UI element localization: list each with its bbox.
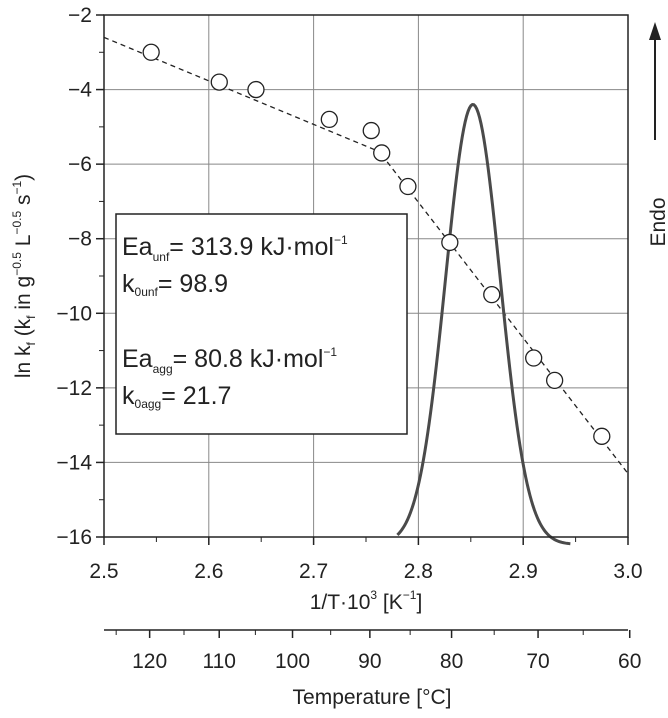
data-point	[210, 73, 228, 91]
data-point	[441, 233, 459, 252]
data-point	[373, 144, 391, 162]
plot-frame	[103, 14, 629, 538]
temperature-tick-label: 70	[526, 650, 549, 673]
y-tick-label: −10	[56, 302, 92, 325]
endo-arrow-head	[649, 22, 661, 40]
temperature-tick-label: 90	[358, 650, 381, 673]
temperature-tick-label: 60	[618, 650, 641, 673]
endo-indicator: Endo	[647, 22, 668, 247]
fit-line-unfolding	[103, 36, 388, 156]
data-point	[362, 121, 380, 140]
k0-unf-text: k0unf= 98.9	[122, 270, 228, 299]
temperature-tick-label: 100	[275, 650, 310, 673]
data-point	[142, 43, 160, 61]
y-tick-label: −2	[68, 4, 92, 27]
dsc-curve	[396, 103, 571, 546]
y-axis-title: ln kf (kf in g−0.5 L−0.5 s−1)	[10, 174, 38, 378]
data-point	[399, 177, 417, 196]
x-axis-title: 1/T·103 [K−1]	[310, 588, 423, 614]
ea-agg-text: Eaagg= 80.8 kJ·mol−1	[122, 345, 337, 376]
data-points	[142, 43, 611, 445]
temperature-axis-title: Temperature [°C]	[293, 686, 452, 709]
tick-labels: 2.5 2.6 2.7 2.8 2.9 3.0 −2 −4 −6 −8 −10 −12 −14 −16	[56, 4, 642, 583]
data-point	[593, 427, 611, 445]
x-tick-label: 3.0	[613, 560, 642, 583]
temperature-tick-label: 110	[202, 650, 235, 673]
data-point	[247, 80, 265, 99]
y-tick-label: −14	[56, 451, 92, 474]
data-point	[525, 349, 543, 367]
data-point	[483, 285, 501, 304]
x-tick-label: 2.7	[299, 560, 328, 583]
annotation-frame	[115, 213, 408, 435]
x-tick-label: 2.5	[89, 560, 118, 583]
x-tick-label: 2.9	[509, 560, 538, 583]
temperature-tick-label: 120	[132, 650, 167, 673]
x-tick-label: 2.6	[194, 560, 223, 583]
y-tick-label: −6	[68, 153, 92, 176]
data-point	[545, 371, 564, 390]
endo-label: Endo	[647, 197, 668, 246]
ea-unf-text: Eaunf= 313.9 kJ·mol−1	[122, 233, 348, 264]
temperature-tick-label: 80	[440, 650, 463, 673]
dsc-peak	[396, 103, 571, 546]
temperature-axis: 120 110 100 90 80 70 60	[104, 629, 641, 673]
y-tick-label: −16	[56, 526, 92, 549]
annotation-box: Eaunf= 313.9 kJ·mol−1 k0unf= 98.9 Eaagg=…	[115, 213, 408, 435]
y-tick-label: −12	[56, 377, 92, 400]
data-point	[320, 110, 338, 129]
k0-agg-text: k0agg= 21.7	[122, 382, 231, 411]
y-tick-label: −4	[68, 79, 92, 102]
y-tick-label: −8	[68, 228, 92, 251]
x-tick-label: 2.8	[404, 560, 433, 583]
